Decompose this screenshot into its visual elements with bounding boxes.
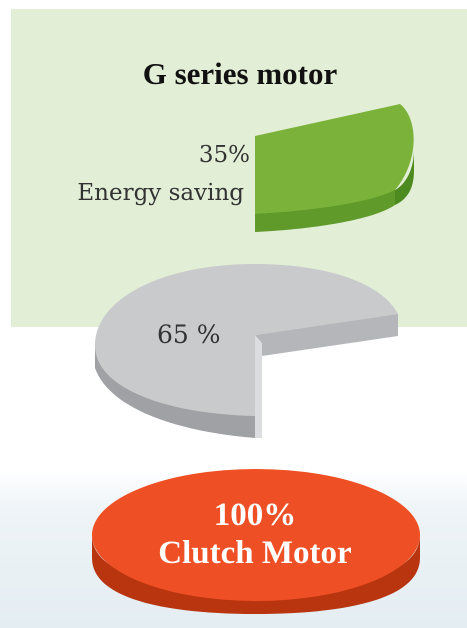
slice-energy-saving-top	[255, 104, 414, 214]
slice-clutch-motor	[92, 469, 420, 614]
slice-clutch-motor-top	[92, 469, 420, 601]
clutch-motor-percent: 100%	[213, 497, 297, 533]
slice-energy-saving	[255, 104, 414, 232]
clutch-motor-name: Clutch Motor	[158, 535, 352, 571]
energy-saving-text-label: Energy saving	[77, 180, 244, 206]
energy-saving-percent-label: 35%	[198, 142, 250, 168]
clutch-motor-label: 100% Clutch Motor	[90, 496, 420, 572]
slice-clutch-motor-side	[92, 535, 420, 614]
slice-remaining-top	[95, 264, 398, 416]
slice-remaining-side	[95, 345, 255, 438]
slice-remaining	[95, 264, 398, 438]
remaining-percent-label: 65 %	[157, 320, 221, 349]
chart-title: G series motor	[142, 56, 338, 91]
